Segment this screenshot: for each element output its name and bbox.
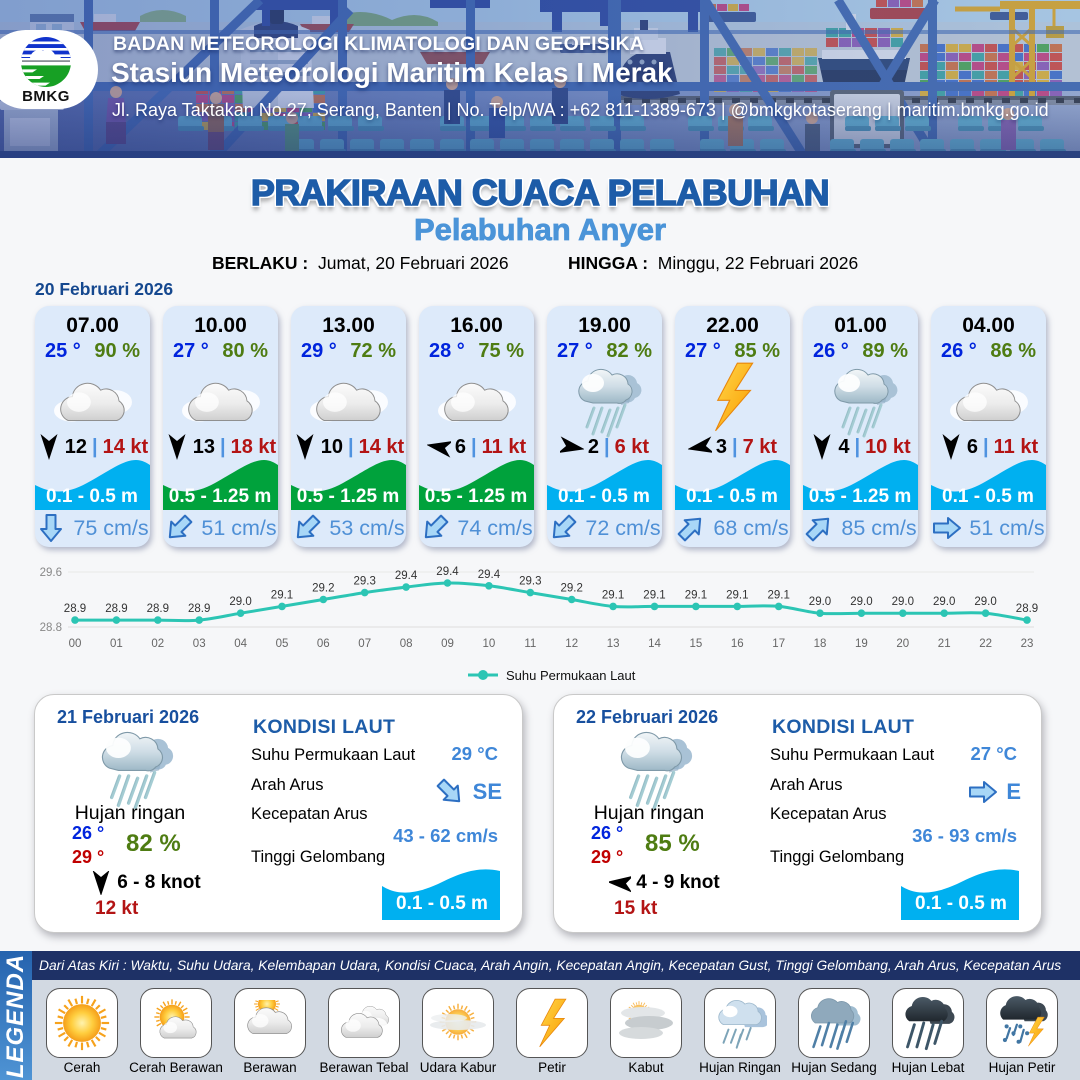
svg-text:29.0: 29.0 <box>892 596 914 608</box>
svg-text:0.5 - 1.25 m: 0.5 - 1.25 m <box>297 486 399 507</box>
svg-text:19: 19 <box>855 638 868 650</box>
svg-text:10: 10 <box>483 638 496 650</box>
svg-text:0.5 - 1.25 m: 0.5 - 1.25 m <box>169 486 271 507</box>
svg-text:12: 12 <box>565 638 578 650</box>
svg-text:28.8: 28.8 <box>40 622 62 634</box>
svg-text:22: 22 <box>979 638 992 650</box>
svg-text:29.2: 29.2 <box>561 583 583 595</box>
svg-text:28.9: 28.9 <box>147 603 169 615</box>
svg-text:01: 01 <box>110 638 123 650</box>
svg-text:20: 20 <box>896 638 909 650</box>
svg-text:29.4: 29.4 <box>395 570 418 582</box>
svg-text:11: 11 <box>524 638 536 650</box>
svg-text:0.5 - 1.25 m: 0.5 - 1.25 m <box>425 486 527 507</box>
svg-text:29.1: 29.1 <box>685 589 707 601</box>
svg-text:29.4: 29.4 <box>478 569 501 581</box>
svg-text:14: 14 <box>648 638 661 650</box>
svg-text:17: 17 <box>772 638 785 650</box>
svg-text:02: 02 <box>151 638 164 650</box>
svg-text:29.0: 29.0 <box>809 596 831 608</box>
svg-text:28.9: 28.9 <box>105 603 127 615</box>
svg-text:16: 16 <box>731 638 744 650</box>
svg-text:29.1: 29.1 <box>643 589 665 601</box>
svg-text:29.0: 29.0 <box>229 596 251 608</box>
svg-text:29.0: 29.0 <box>850 596 872 608</box>
svg-text:04: 04 <box>234 638 247 650</box>
svg-text:0.1 - 0.5 m: 0.1 - 0.5 m <box>686 486 778 507</box>
svg-text:00: 00 <box>69 638 82 650</box>
svg-text:0.1 - 0.5 m: 0.1 - 0.5 m <box>46 486 138 507</box>
svg-text:0.1 - 0.5 m: 0.1 - 0.5 m <box>915 893 1007 914</box>
svg-text:29.1: 29.1 <box>271 589 293 601</box>
svg-text:29.1: 29.1 <box>768 589 790 601</box>
svg-text:0.5 - 1.25 m: 0.5 - 1.25 m <box>809 486 911 507</box>
svg-text:28.9: 28.9 <box>64 603 86 615</box>
svg-text:0.1 - 0.5 m: 0.1 - 0.5 m <box>558 486 650 507</box>
svg-text:28.9: 28.9 <box>188 603 210 615</box>
svg-text:18: 18 <box>814 638 827 650</box>
svg-text:06: 06 <box>317 638 330 650</box>
svg-text:29.3: 29.3 <box>354 576 376 588</box>
svg-text:03: 03 <box>193 638 206 650</box>
svg-text:29.0: 29.0 <box>933 596 955 608</box>
svg-text:29.1: 29.1 <box>602 589 624 601</box>
svg-text:29.2: 29.2 <box>312 583 334 595</box>
svg-text:29.3: 29.3 <box>519 576 541 588</box>
svg-text:23: 23 <box>1021 638 1034 650</box>
svg-text:09: 09 <box>441 638 454 650</box>
svg-text:Suhu Permukaan Laut: Suhu Permukaan Laut <box>506 668 636 683</box>
svg-text:07: 07 <box>358 638 371 650</box>
svg-text:0.1 - 0.5 m: 0.1 - 0.5 m <box>942 486 1034 507</box>
svg-text:29.6: 29.6 <box>40 567 62 579</box>
svg-text:0.1 - 0.5 m: 0.1 - 0.5 m <box>396 893 488 914</box>
svg-text:08: 08 <box>400 638 413 650</box>
svg-text:21: 21 <box>938 638 951 650</box>
svg-text:15: 15 <box>690 638 703 650</box>
svg-text:13: 13 <box>607 638 620 650</box>
svg-text:29.0: 29.0 <box>974 596 996 608</box>
svg-text:29.1: 29.1 <box>726 589 748 601</box>
svg-text:05: 05 <box>276 638 289 650</box>
svg-text:28.9: 28.9 <box>1016 603 1038 615</box>
svg-text:29.4: 29.4 <box>436 566 459 578</box>
